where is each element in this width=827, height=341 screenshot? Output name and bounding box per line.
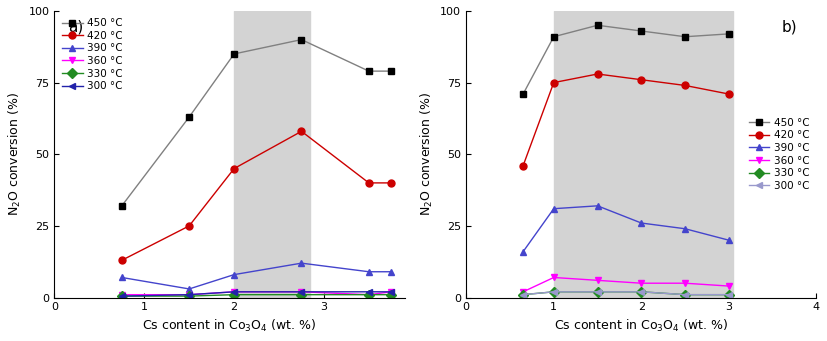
330 °C bbox=[364, 293, 374, 297]
390 °C bbox=[636, 221, 646, 225]
420 °C bbox=[117, 258, 127, 262]
300 °C bbox=[680, 293, 690, 297]
300 °C bbox=[117, 294, 127, 298]
330 °C bbox=[297, 293, 307, 297]
390 °C bbox=[297, 261, 307, 265]
390 °C bbox=[229, 272, 239, 277]
Line: 420 °C: 420 °C bbox=[519, 71, 733, 169]
360 °C bbox=[593, 278, 603, 282]
360 °C bbox=[184, 293, 194, 297]
390 °C bbox=[549, 207, 559, 211]
450 °C bbox=[680, 35, 690, 39]
Line: 450 °C: 450 °C bbox=[519, 22, 733, 98]
390 °C bbox=[386, 270, 396, 274]
Text: a): a) bbox=[69, 19, 84, 34]
450 °C bbox=[117, 204, 127, 208]
X-axis label: Cs content in Co$_3$O$_4$ (wt. %): Cs content in Co$_3$O$_4$ (wt. %) bbox=[554, 318, 729, 334]
420 °C bbox=[229, 166, 239, 170]
300 °C bbox=[519, 293, 528, 297]
360 °C bbox=[680, 281, 690, 285]
330 °C bbox=[229, 293, 239, 297]
360 °C bbox=[229, 290, 239, 294]
450 °C bbox=[229, 52, 239, 56]
Line: 360 °C: 360 °C bbox=[519, 274, 733, 295]
450 °C bbox=[636, 29, 646, 33]
360 °C bbox=[636, 281, 646, 285]
Bar bbox=[234, 11, 310, 298]
420 °C bbox=[636, 78, 646, 82]
450 °C bbox=[297, 38, 307, 42]
Line: 420 °C: 420 °C bbox=[118, 128, 394, 264]
Y-axis label: N$_2$O conversion (%): N$_2$O conversion (%) bbox=[7, 92, 23, 216]
Line: 360 °C: 360 °C bbox=[118, 288, 394, 298]
420 °C bbox=[364, 181, 374, 185]
390 °C bbox=[519, 250, 528, 254]
450 °C bbox=[593, 23, 603, 27]
X-axis label: Cs content in Co$_3$O$_4$ (wt. %): Cs content in Co$_3$O$_4$ (wt. %) bbox=[142, 318, 317, 334]
390 °C bbox=[184, 287, 194, 291]
Text: b): b) bbox=[782, 19, 797, 34]
300 °C bbox=[549, 290, 559, 294]
Line: 330 °C: 330 °C bbox=[118, 291, 394, 300]
330 °C bbox=[549, 290, 559, 294]
360 °C bbox=[724, 284, 734, 288]
Line: 450 °C: 450 °C bbox=[118, 36, 394, 209]
420 °C bbox=[593, 72, 603, 76]
390 °C bbox=[117, 276, 127, 280]
330 °C bbox=[636, 290, 646, 294]
Legend: 450 °C, 420 °C, 390 °C, 360 °C, 330 °C, 300 °C: 450 °C, 420 °C, 390 °C, 360 °C, 330 °C, … bbox=[747, 116, 811, 193]
Line: 390 °C: 390 °C bbox=[118, 260, 394, 293]
360 °C bbox=[117, 293, 127, 297]
360 °C bbox=[364, 293, 374, 297]
360 °C bbox=[297, 290, 307, 294]
420 °C bbox=[184, 224, 194, 228]
Line: 390 °C: 390 °C bbox=[519, 202, 733, 255]
450 °C bbox=[549, 35, 559, 39]
450 °C bbox=[364, 69, 374, 73]
330 °C bbox=[184, 294, 194, 298]
300 °C bbox=[724, 293, 734, 297]
420 °C bbox=[386, 181, 396, 185]
Line: 300 °C: 300 °C bbox=[118, 288, 394, 300]
390 °C bbox=[593, 204, 603, 208]
450 °C bbox=[724, 32, 734, 36]
300 °C bbox=[636, 290, 646, 294]
300 °C bbox=[593, 290, 603, 294]
390 °C bbox=[364, 270, 374, 274]
Legend: 450 °C, 420 °C, 390 °C, 360 °C, 330 °C, 300 °C: 450 °C, 420 °C, 390 °C, 360 °C, 330 °C, … bbox=[60, 16, 124, 93]
330 °C bbox=[386, 293, 396, 297]
420 °C bbox=[297, 129, 307, 133]
420 °C bbox=[519, 164, 528, 168]
330 °C bbox=[593, 290, 603, 294]
Line: 300 °C: 300 °C bbox=[519, 288, 733, 298]
300 °C bbox=[184, 293, 194, 297]
450 °C bbox=[184, 115, 194, 119]
300 °C bbox=[297, 290, 307, 294]
420 °C bbox=[724, 92, 734, 96]
330 °C bbox=[680, 293, 690, 297]
360 °C bbox=[386, 290, 396, 294]
390 °C bbox=[680, 227, 690, 231]
360 °C bbox=[549, 276, 559, 280]
450 °C bbox=[519, 92, 528, 96]
Y-axis label: N$_2$O conversion (%): N$_2$O conversion (%) bbox=[418, 92, 435, 216]
420 °C bbox=[680, 84, 690, 88]
300 °C bbox=[386, 290, 396, 294]
330 °C bbox=[117, 294, 127, 298]
330 °C bbox=[724, 293, 734, 297]
420 °C bbox=[549, 80, 559, 85]
300 °C bbox=[364, 290, 374, 294]
Line: 330 °C: 330 °C bbox=[519, 288, 733, 298]
Bar bbox=[554, 11, 734, 298]
450 °C bbox=[386, 69, 396, 73]
300 °C bbox=[229, 290, 239, 294]
330 °C bbox=[519, 293, 528, 297]
360 °C bbox=[519, 290, 528, 294]
390 °C bbox=[724, 238, 734, 242]
